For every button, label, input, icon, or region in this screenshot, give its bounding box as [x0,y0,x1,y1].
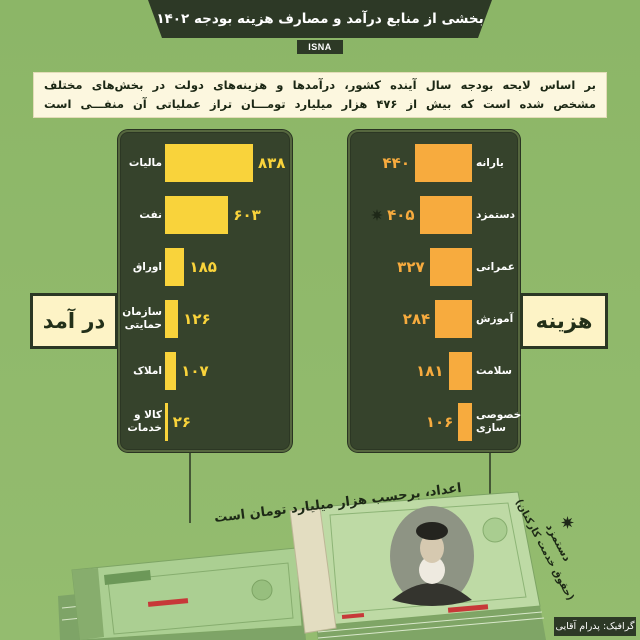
credit-label: گرافیک: پدرام آقایی [554,617,636,636]
income-title: در آمد [30,293,118,349]
page-title: بخشی از منابع درآمد و مصارف هزینه بودجه … [156,11,484,27]
footnote: دستمزد (حقوق خدمت کارکنان) [507,486,593,608]
source-tag: ISNA [297,40,343,54]
units-note: اعداد، برحسب هزار میلیارد تومان است [213,480,463,527]
expense-title: هزینه [520,293,608,349]
income-panel [118,130,292,452]
star-icon [561,516,574,529]
portrait-illustration [390,506,474,606]
intro-line: مشخص شده است که بیش از ۴۷۶ هزار میلیارد … [44,97,596,111]
expense-panel [348,130,520,452]
title-banner: بخشی از منابع درآمد و مصارف هزینه بودجه … [148,0,492,38]
intro-box: بر اساس لایحه بودجه سال آینده کشور، درآم… [33,72,607,118]
intro-line: بر اساس لایحه بودجه سال آینده کشور، درآم… [44,78,596,92]
